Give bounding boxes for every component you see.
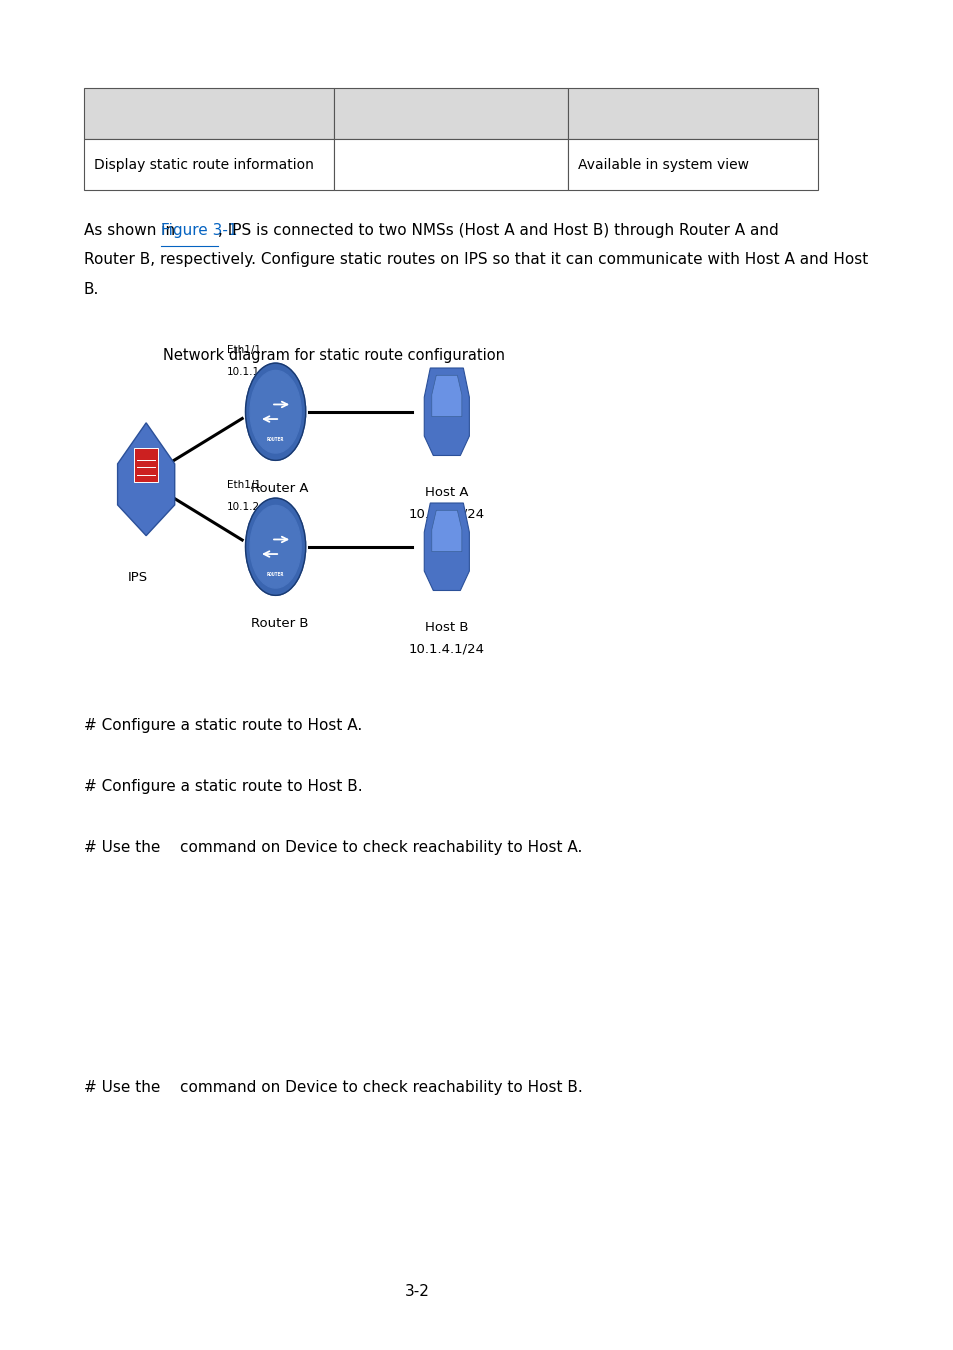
Text: Router A: Router A <box>251 482 308 495</box>
Text: Available in system view: Available in system view <box>578 158 748 171</box>
Circle shape <box>250 370 301 454</box>
Text: ROUTER: ROUTER <box>267 437 284 443</box>
Text: # Use the: # Use the <box>84 1080 160 1095</box>
Text: Network diagram for static route configuration: Network diagram for static route configu… <box>163 348 504 363</box>
FancyBboxPatch shape <box>334 139 567 190</box>
FancyBboxPatch shape <box>134 448 158 482</box>
Text: Host B: Host B <box>425 621 468 634</box>
Text: B.: B. <box>84 282 99 297</box>
Text: Router B, respectively. Configure static routes on IPS so that it can communicat: Router B, respectively. Configure static… <box>84 252 867 267</box>
Text: Host A: Host A <box>425 486 468 500</box>
FancyBboxPatch shape <box>84 88 334 139</box>
FancyBboxPatch shape <box>567 88 818 139</box>
Polygon shape <box>424 504 469 590</box>
Circle shape <box>245 498 305 595</box>
Polygon shape <box>117 423 174 536</box>
FancyBboxPatch shape <box>334 88 567 139</box>
Text: 3-2: 3-2 <box>405 1284 430 1299</box>
Text: Display static route information: Display static route information <box>93 158 314 171</box>
Text: IPS: IPS <box>128 571 148 585</box>
Text: 10.1.1.1/24: 10.1.1.1/24 <box>227 367 287 377</box>
Text: Eth1/1: Eth1/1 <box>227 481 261 490</box>
Text: command on Device to check reachability to Host B.: command on Device to check reachability … <box>179 1080 581 1095</box>
Text: As shown in: As shown in <box>84 223 179 238</box>
Text: 10.1.3.1/24: 10.1.3.1/24 <box>408 508 484 521</box>
Text: # Configure a static route to Host A.: # Configure a static route to Host A. <box>84 718 361 733</box>
Text: , IPS is connected to two NMSs (Host A and Host B) through Router A and: , IPS is connected to two NMSs (Host A a… <box>217 223 778 238</box>
Text: ROUTER: ROUTER <box>267 572 284 578</box>
Text: Eth1/1: Eth1/1 <box>227 346 261 355</box>
Polygon shape <box>432 510 461 552</box>
Polygon shape <box>424 369 469 455</box>
Text: Figure 3-1: Figure 3-1 <box>161 223 237 238</box>
FancyBboxPatch shape <box>567 139 818 190</box>
Text: # Use the: # Use the <box>84 840 160 855</box>
Text: command on Device to check reachability to Host A.: command on Device to check reachability … <box>179 840 581 855</box>
Text: # Configure a static route to Host B.: # Configure a static route to Host B. <box>84 779 362 794</box>
Text: Router B: Router B <box>251 617 308 630</box>
Text: 10.1.2.1/24: 10.1.2.1/24 <box>227 502 287 512</box>
Circle shape <box>245 363 305 460</box>
Text: 10.1.4.1/24: 10.1.4.1/24 <box>409 643 484 656</box>
Circle shape <box>250 505 301 589</box>
Polygon shape <box>432 375 461 417</box>
FancyBboxPatch shape <box>84 139 334 190</box>
